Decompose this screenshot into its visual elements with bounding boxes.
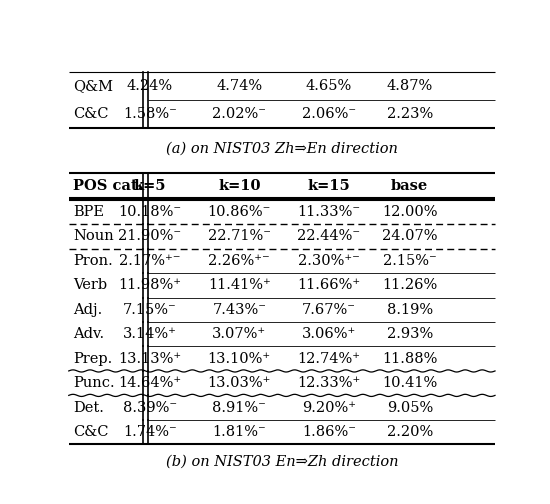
- Text: 8.39%⁻: 8.39%⁻: [123, 401, 177, 415]
- Text: BPE: BPE: [73, 205, 104, 219]
- Text: (b) on NIST03 En⇒Zh direction: (b) on NIST03 En⇒Zh direction: [166, 455, 398, 469]
- Text: 22.71%⁻: 22.71%⁻: [208, 229, 271, 243]
- Text: 3.06%⁺: 3.06%⁺: [301, 327, 356, 341]
- Text: 9.20%⁺: 9.20%⁺: [302, 401, 356, 415]
- Text: Punc.: Punc.: [73, 376, 114, 390]
- Text: 9.05%: 9.05%: [387, 401, 433, 415]
- Text: 4.74%: 4.74%: [216, 79, 262, 93]
- Text: 1.58%⁻: 1.58%⁻: [123, 107, 177, 121]
- Text: 13.13%⁺: 13.13%⁺: [118, 352, 182, 366]
- Text: 13.03%⁺: 13.03%⁺: [207, 376, 271, 390]
- Text: 4.87%: 4.87%: [387, 79, 433, 93]
- Text: 1.74%⁻: 1.74%⁻: [123, 425, 177, 439]
- Text: 8.19%: 8.19%: [387, 303, 433, 317]
- Text: 1.86%⁻: 1.86%⁻: [302, 425, 356, 439]
- Text: POS cat.: POS cat.: [73, 178, 142, 193]
- Text: 12.74%⁺: 12.74%⁺: [297, 352, 360, 366]
- Text: 2.15%⁻: 2.15%⁻: [383, 254, 437, 268]
- Text: 11.41%⁺: 11.41%⁺: [208, 278, 271, 292]
- Text: Adj.: Adj.: [73, 303, 102, 317]
- Text: 2.30%⁺⁻: 2.30%⁺⁻: [298, 254, 360, 268]
- Text: 22.44%⁻: 22.44%⁻: [297, 229, 360, 243]
- Text: 2.06%⁻: 2.06%⁻: [302, 107, 356, 121]
- Text: Adv.: Adv.: [73, 327, 104, 341]
- Text: 21.90%⁻: 21.90%⁻: [118, 229, 182, 243]
- Text: Prep.: Prep.: [73, 352, 112, 366]
- Text: C&C: C&C: [73, 425, 108, 439]
- Text: 11.66%⁺: 11.66%⁺: [297, 278, 360, 292]
- Text: 10.86%⁻: 10.86%⁻: [207, 205, 271, 219]
- Text: Q&M: Q&M: [73, 79, 113, 93]
- Text: C&C: C&C: [73, 107, 108, 121]
- Text: 2.02%⁻: 2.02%⁻: [212, 107, 266, 121]
- Text: 2.93%: 2.93%: [387, 327, 433, 341]
- Text: 7.15%⁻: 7.15%⁻: [123, 303, 177, 317]
- Text: Verb: Verb: [73, 278, 107, 292]
- Text: 4.65%: 4.65%: [306, 79, 352, 93]
- Text: 2.20%: 2.20%: [387, 425, 433, 439]
- Text: 11.26%: 11.26%: [382, 278, 437, 292]
- Text: 7.43%⁻: 7.43%⁻: [212, 303, 266, 317]
- Text: 2.17%⁺⁻: 2.17%⁺⁻: [119, 254, 180, 268]
- Text: base: base: [391, 178, 428, 193]
- Text: 10.41%: 10.41%: [382, 376, 437, 390]
- Text: 11.98%⁺: 11.98%⁺: [118, 278, 182, 292]
- Text: 24.07%: 24.07%: [382, 229, 437, 243]
- Text: 12.33%⁺: 12.33%⁺: [297, 376, 360, 390]
- Text: 2.26%⁺⁻: 2.26%⁺⁻: [208, 254, 270, 268]
- Text: 4.24%: 4.24%: [126, 79, 173, 93]
- Text: 10.18%⁻: 10.18%⁻: [118, 205, 182, 219]
- Text: k=15: k=15: [307, 178, 350, 193]
- Text: 7.67%⁻: 7.67%⁻: [302, 303, 356, 317]
- Text: Det.: Det.: [73, 401, 104, 415]
- Text: k=5: k=5: [134, 178, 166, 193]
- Text: 11.33%⁻: 11.33%⁻: [297, 205, 360, 219]
- Text: 14.64%⁺: 14.64%⁺: [118, 376, 182, 390]
- Text: 8.91%⁻: 8.91%⁻: [212, 401, 266, 415]
- Text: 11.88%: 11.88%: [382, 352, 437, 366]
- Text: Pron.: Pron.: [73, 254, 113, 268]
- Text: 3.14%⁺: 3.14%⁺: [123, 327, 177, 341]
- Text: Noun: Noun: [73, 229, 114, 243]
- Text: 13.10%⁺: 13.10%⁺: [208, 352, 271, 366]
- Text: 1.81%⁻: 1.81%⁻: [212, 425, 266, 439]
- Text: 2.23%: 2.23%: [387, 107, 433, 121]
- Text: 12.00%: 12.00%: [382, 205, 437, 219]
- Text: k=10: k=10: [218, 178, 261, 193]
- Text: (a) on NIST03 Zh⇒En direction: (a) on NIST03 Zh⇒En direction: [166, 141, 398, 155]
- Text: 3.07%⁺: 3.07%⁺: [212, 327, 266, 341]
